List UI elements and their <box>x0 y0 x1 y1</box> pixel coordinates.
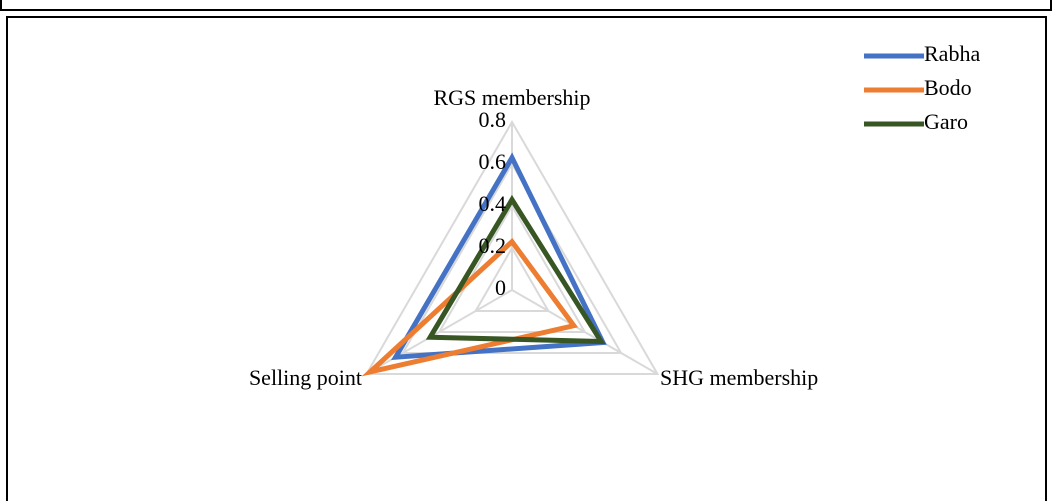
legend-label: Garo <box>924 109 968 134</box>
series-line <box>425 194 606 345</box>
series-line <box>391 152 607 361</box>
top-frame <box>0 0 1052 11</box>
series-line <box>361 237 579 377</box>
grid-line <box>364 119 660 375</box>
tick-label: 0.8 <box>479 107 507 132</box>
category-label: Selling point <box>249 365 362 390</box>
grid-line <box>401 162 623 354</box>
axis-spoke <box>366 289 513 375</box>
grid-line <box>473 245 551 312</box>
grid-line <box>437 204 587 333</box>
category-label: RGS membership <box>433 85 590 110</box>
chart-frame <box>6 16 1047 501</box>
legend-label: Rabha <box>924 41 980 66</box>
tick-label: 0.2 <box>479 233 507 258</box>
category-label: SHG membership <box>660 365 818 390</box>
tick-label: 0.6 <box>479 149 507 174</box>
tick-label: 0 <box>495 275 506 300</box>
legend-label: Bodo <box>924 75 972 100</box>
tick-label: 0.4 <box>479 191 507 216</box>
axis-spoke <box>511 289 658 375</box>
